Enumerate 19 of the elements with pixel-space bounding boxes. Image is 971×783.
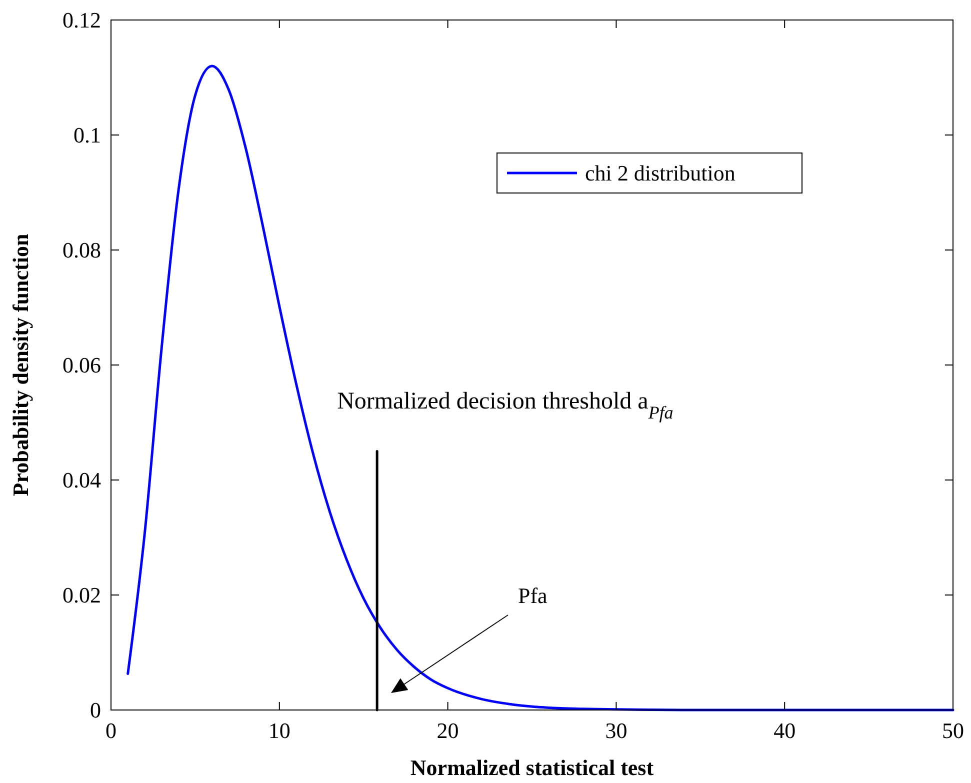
y-axis-title: Probability density function bbox=[8, 234, 33, 496]
x-tick-label: 40 bbox=[774, 718, 796, 743]
y-tick-label: 0 bbox=[90, 698, 101, 723]
y-tick-label: 0.08 bbox=[62, 238, 101, 263]
x-axis-title: Normalized statistical test bbox=[410, 755, 654, 780]
y-tick-label: 0.02 bbox=[62, 582, 101, 608]
x-tick-label: 50 bbox=[942, 718, 964, 743]
y-tick-label: 0.04 bbox=[62, 468, 101, 493]
x-tick-label: 10 bbox=[268, 718, 290, 743]
line-series bbox=[126, 64, 954, 712]
x-tick-label: 30 bbox=[605, 718, 628, 743]
y-tick-label: 0.1 bbox=[74, 122, 101, 148]
legend-label: chi 2 distribution bbox=[585, 160, 736, 186]
y-tick-label: 0.06 bbox=[62, 352, 101, 378]
annotation: Pfa bbox=[518, 583, 548, 608]
annotation: Normalized decision threshold a$_{Pfa}$ bbox=[337, 388, 674, 422]
x-tick-label: 20 bbox=[436, 718, 459, 743]
x-tick-label: 0 bbox=[106, 718, 116, 743]
y-tick-label: 0.12 bbox=[62, 8, 101, 33]
